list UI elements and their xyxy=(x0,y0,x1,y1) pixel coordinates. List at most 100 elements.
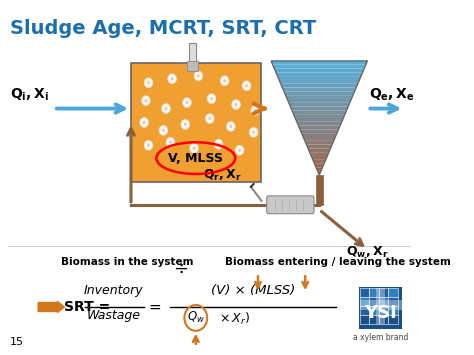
Circle shape xyxy=(144,78,153,88)
Circle shape xyxy=(229,125,232,128)
Circle shape xyxy=(209,117,211,120)
Circle shape xyxy=(166,137,175,147)
Polygon shape xyxy=(300,129,338,133)
Polygon shape xyxy=(303,137,335,141)
Circle shape xyxy=(251,105,260,115)
Circle shape xyxy=(245,84,248,87)
Polygon shape xyxy=(299,126,340,129)
Polygon shape xyxy=(316,168,322,171)
Polygon shape xyxy=(318,171,321,175)
Polygon shape xyxy=(291,106,348,110)
Circle shape xyxy=(143,121,146,124)
Bar xyxy=(360,300,401,310)
Circle shape xyxy=(235,145,244,155)
Polygon shape xyxy=(292,110,346,114)
Polygon shape xyxy=(297,122,342,126)
Polygon shape xyxy=(310,152,329,156)
Circle shape xyxy=(242,81,251,91)
Text: $\mathbf{Q_i, X_i}$: $\mathbf{Q_i, X_i}$ xyxy=(10,87,49,103)
Bar xyxy=(379,297,388,306)
Circle shape xyxy=(252,131,255,134)
Text: (V) × (MLSS): (V) × (MLSS) xyxy=(211,284,296,297)
Circle shape xyxy=(184,123,187,126)
Bar xyxy=(360,306,369,315)
Polygon shape xyxy=(277,76,361,80)
Circle shape xyxy=(147,81,150,84)
Circle shape xyxy=(186,101,188,104)
Circle shape xyxy=(194,71,203,81)
Circle shape xyxy=(147,144,150,147)
Circle shape xyxy=(193,147,195,150)
Polygon shape xyxy=(274,69,364,72)
Polygon shape xyxy=(271,61,367,65)
Circle shape xyxy=(254,109,256,112)
Bar xyxy=(359,287,402,329)
Polygon shape xyxy=(276,72,363,76)
Circle shape xyxy=(190,143,199,153)
Text: $\mathbf{Q_r, X_r}$: $\mathbf{Q_r, X_r}$ xyxy=(203,168,242,183)
Polygon shape xyxy=(289,103,350,106)
Circle shape xyxy=(145,99,147,102)
Text: $\mathbf{Q_w, X_r}$: $\mathbf{Q_w, X_r}$ xyxy=(346,245,388,260)
Circle shape xyxy=(142,95,150,105)
Bar xyxy=(189,43,196,69)
Circle shape xyxy=(214,139,223,149)
Polygon shape xyxy=(305,141,334,144)
Bar xyxy=(131,63,261,182)
Text: SRT =: SRT = xyxy=(64,300,111,314)
Bar xyxy=(376,288,385,324)
Circle shape xyxy=(182,98,191,108)
Text: Inventory: Inventory xyxy=(84,284,143,297)
Text: =: = xyxy=(148,300,161,315)
Circle shape xyxy=(164,107,167,110)
Circle shape xyxy=(169,141,172,144)
Circle shape xyxy=(207,94,216,104)
Polygon shape xyxy=(308,148,330,152)
Circle shape xyxy=(144,140,153,150)
Text: ÷: ÷ xyxy=(173,260,188,278)
Polygon shape xyxy=(284,91,355,95)
Polygon shape xyxy=(285,95,353,99)
Circle shape xyxy=(205,114,214,124)
Polygon shape xyxy=(313,160,326,164)
Text: a xylem brand: a xylem brand xyxy=(353,333,408,342)
Text: Sludge Age, MCRT, SRT, CRT: Sludge Age, MCRT, SRT, CRT xyxy=(10,19,317,38)
Bar xyxy=(369,297,379,306)
Text: V, MLSS: V, MLSS xyxy=(168,152,223,165)
Circle shape xyxy=(168,74,176,84)
Circle shape xyxy=(162,129,164,132)
Circle shape xyxy=(249,127,258,137)
Circle shape xyxy=(223,79,226,82)
Circle shape xyxy=(181,120,190,129)
Text: Biomass in the system: Biomass in the system xyxy=(61,257,193,267)
Bar xyxy=(369,288,379,297)
Circle shape xyxy=(162,104,170,114)
Bar xyxy=(388,297,398,306)
Bar xyxy=(360,315,369,324)
Text: $\mathbf{Q_e, X_e}$: $\mathbf{Q_e, X_e}$ xyxy=(369,87,415,103)
Circle shape xyxy=(217,143,220,146)
Circle shape xyxy=(232,100,240,110)
Bar xyxy=(360,297,369,306)
Polygon shape xyxy=(279,80,359,84)
Circle shape xyxy=(159,125,168,135)
Polygon shape xyxy=(273,65,366,69)
FancyBboxPatch shape xyxy=(267,196,314,214)
Polygon shape xyxy=(301,133,337,137)
Polygon shape xyxy=(306,144,332,148)
Text: Wastage: Wastage xyxy=(86,309,140,322)
Circle shape xyxy=(210,97,213,100)
Circle shape xyxy=(227,121,235,131)
Bar xyxy=(388,306,398,315)
Polygon shape xyxy=(311,156,327,160)
Circle shape xyxy=(235,103,237,106)
Bar xyxy=(187,61,198,71)
Polygon shape xyxy=(314,164,324,168)
Polygon shape xyxy=(295,118,343,122)
Polygon shape xyxy=(283,88,356,91)
Text: $Q_w$: $Q_w$ xyxy=(187,310,205,326)
Text: YSI: YSI xyxy=(364,304,397,322)
Circle shape xyxy=(238,149,241,152)
Bar xyxy=(379,288,388,297)
Bar xyxy=(388,315,398,324)
